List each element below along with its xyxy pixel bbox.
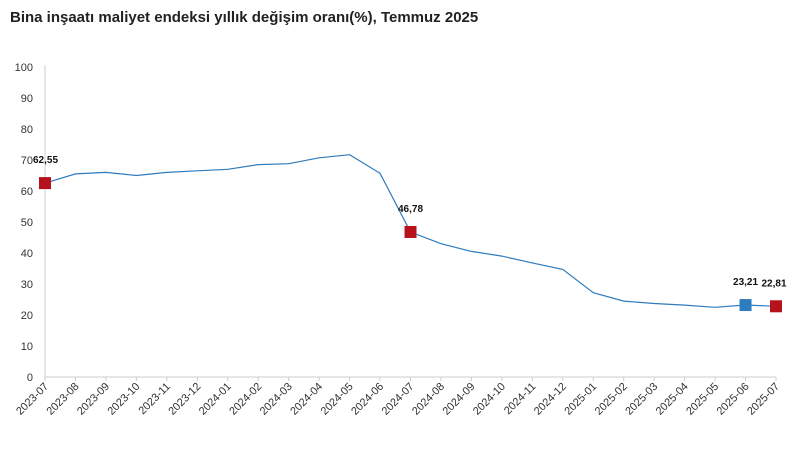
- chart-title: Bina inşaatı maliyet endeksi yıllık deği…: [10, 9, 479, 26]
- x-tick-label: 2023-08: [45, 381, 82, 418]
- x-tick-label: 2025-02: [593, 381, 630, 418]
- data-label: 22,81: [761, 278, 786, 289]
- highlight-marker: [770, 300, 782, 313]
- highlight-marker: [739, 299, 752, 312]
- x-tick-label: 2024-04: [288, 381, 325, 418]
- x-tick-label: 2023-10: [105, 381, 142, 418]
- x-tick-label: 2023-09: [75, 381, 112, 418]
- data-labels: 62,55 46,78 23,21 22,81: [33, 155, 787, 289]
- highlight-marker: [39, 177, 51, 190]
- x-tick-label: 2024-09: [441, 381, 478, 418]
- axes: [44, 65, 776, 378]
- x-tick-label: 2024-03: [258, 381, 295, 418]
- x-tick-label: 2025-05: [684, 381, 721, 418]
- x-tick-label: 2025-06: [715, 381, 752, 418]
- y-tick-label: 60: [21, 186, 33, 198]
- y-tick-label: 100: [15, 62, 33, 74]
- y-axis-ticks: 0 10 20 30 40 50 60 70 80 90 100: [15, 62, 33, 384]
- x-tick-label: 2023-07: [14, 381, 51, 418]
- data-label: 62,55: [33, 155, 58, 166]
- x-tick-label: 2023-12: [166, 381, 203, 418]
- y-tick-label: 50: [21, 217, 33, 229]
- highlight-marker: [404, 225, 417, 238]
- x-tick-label: 2024-01: [197, 381, 234, 418]
- y-tick-label: 0: [27, 372, 33, 384]
- x-tick-label: 2025-07: [745, 381, 782, 418]
- x-tick-label: 2024-08: [410, 381, 447, 418]
- y-tick-label: 30: [21, 279, 33, 291]
- y-tick-label: 20: [21, 310, 33, 322]
- y-tick-label: 10: [21, 341, 33, 353]
- x-tick-label: 2024-02: [227, 381, 264, 418]
- data-label: 46,78: [398, 204, 423, 215]
- y-tick-label: 70: [21, 155, 33, 167]
- y-tick-label: 80: [21, 124, 33, 136]
- highlight-markers: [39, 177, 782, 313]
- x-tick-label: 2025-01: [562, 381, 599, 418]
- x-tick-label: 2025-04: [654, 381, 691, 418]
- x-tick-label: 2024-05: [319, 381, 356, 418]
- x-tick-label: 2024-07: [380, 381, 417, 418]
- x-tick-label: 2024-10: [471, 381, 508, 418]
- y-tick-label: 90: [21, 93, 33, 105]
- x-tick-label: 2024-06: [349, 381, 386, 418]
- x-tick-label: 2025-03: [623, 381, 660, 418]
- x-tick-label: 2024-12: [532, 381, 569, 418]
- data-label: 23,21: [733, 277, 758, 288]
- y-tick-label: 40: [21, 248, 33, 260]
- x-axis-ticks: 2023-072023-082023-092023-102023-112023-…: [14, 377, 782, 418]
